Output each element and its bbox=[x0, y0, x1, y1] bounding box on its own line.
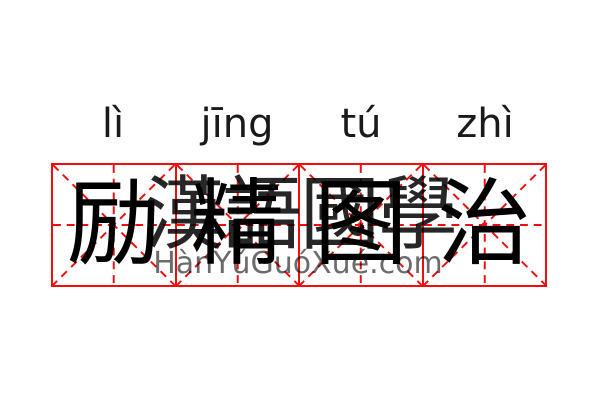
pinyin-label-4: zhì bbox=[456, 101, 514, 147]
grid-cell-3: 图 bbox=[300, 165, 424, 285]
grid-guide-lines-icon bbox=[300, 165, 422, 285]
grid-cell-4: 治 bbox=[423, 165, 545, 285]
grid-guide-lines-icon bbox=[176, 165, 298, 285]
grid-cell-1: 励 bbox=[53, 165, 177, 285]
hanzi-character-2: 精 bbox=[190, 170, 285, 279]
pinyin-label-1: lì bbox=[101, 101, 125, 147]
pinyin-label-2: jīng bbox=[200, 101, 274, 147]
pinyin-row: lì jīng tú zhì bbox=[51, 98, 547, 150]
grid-guide-lines-icon bbox=[423, 165, 545, 285]
grid-cell-2: 精 bbox=[176, 165, 300, 285]
pinyin-label-3: tú bbox=[340, 101, 382, 147]
character-grid: 励 精 图 bbox=[51, 163, 547, 287]
hanzi-character-1: 励 bbox=[66, 170, 161, 279]
grid-guide-lines-icon bbox=[53, 165, 175, 285]
hanzi-character-4: 治 bbox=[437, 170, 532, 279]
hanzi-character-3: 图 bbox=[313, 170, 408, 279]
